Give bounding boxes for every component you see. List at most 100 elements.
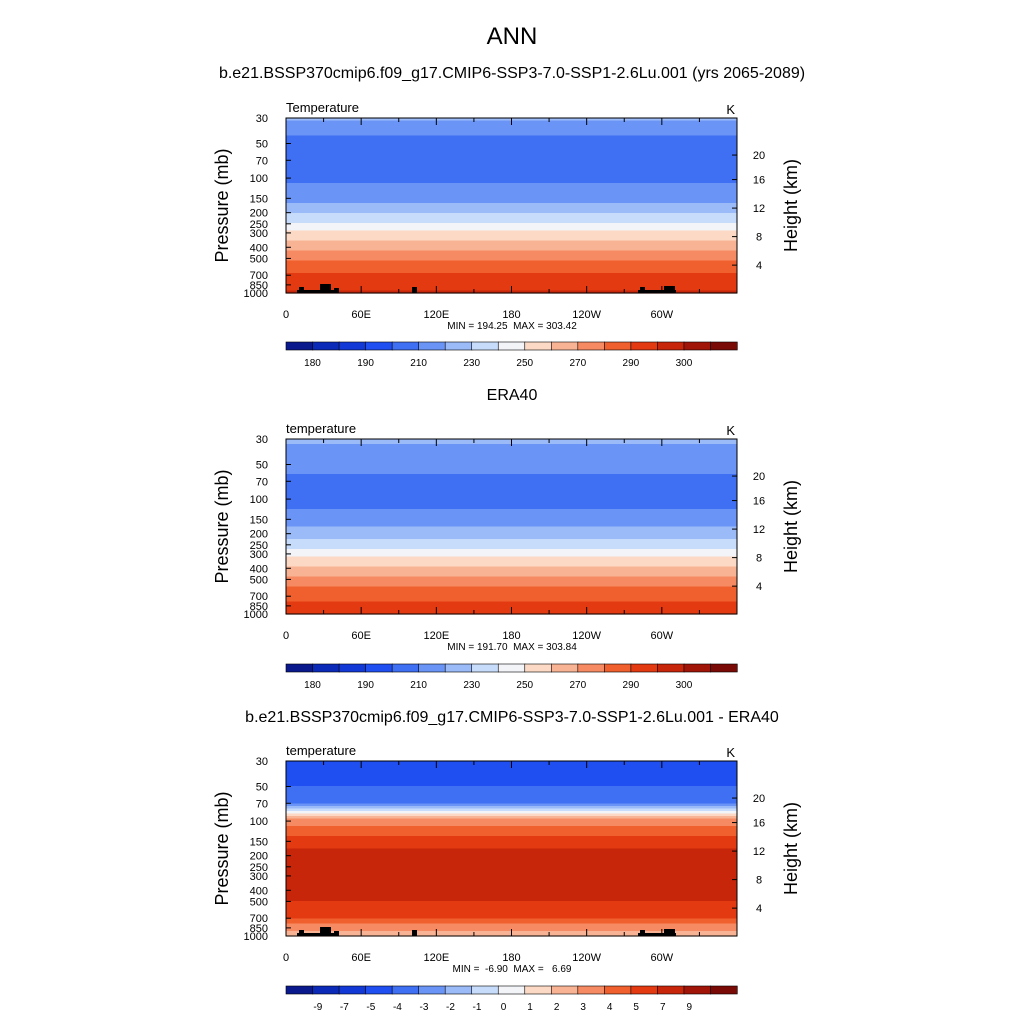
x-tick-label: 180 — [502, 309, 520, 321]
colorbar: -9 -7 -5 -4 -3 -2 -1 0 1 2 3 4 5 7 9 — [285, 985, 738, 1013]
variable-label: temperature — [286, 421, 356, 436]
y-tick-label: 150 — [250, 193, 268, 205]
contour-band — [286, 133, 737, 137]
colorbar-label: 230 — [463, 680, 480, 691]
contour-band — [286, 871, 737, 875]
colorbar-swatch — [683, 663, 712, 673]
contour-band — [286, 883, 737, 887]
y-axis-label: Pressure (mb) — [212, 469, 232, 583]
contour-band — [286, 504, 737, 508]
contour-band — [286, 135, 737, 139]
colorbar-label: 180 — [304, 358, 321, 369]
contour-band — [286, 491, 737, 495]
topography — [297, 284, 676, 293]
topography-block — [334, 288, 339, 293]
contour-band — [286, 173, 737, 177]
contour-band — [286, 893, 737, 897]
colorbar-swatch — [550, 341, 579, 351]
contour-band — [286, 544, 737, 548]
y2-axis-label: Height (km) — [781, 480, 801, 573]
y2-tick-label: 4 — [756, 260, 762, 272]
contour-band — [286, 926, 737, 930]
colorbar-label: 190 — [357, 680, 374, 691]
colorbar-label: -1 — [473, 1002, 482, 1013]
topography-block — [638, 290, 676, 293]
contour-band — [286, 581, 737, 585]
contour-band — [286, 866, 737, 870]
contour-band — [286, 218, 737, 222]
colorbar-swatch — [710, 341, 738, 351]
contour-band — [286, 564, 737, 568]
contour-band — [286, 223, 737, 227]
y-tick-label: 400 — [250, 885, 268, 897]
contour-band — [286, 576, 737, 580]
y-tick-label: 150 — [250, 514, 268, 526]
contour-band — [286, 813, 737, 817]
colorbar-swatch — [391, 341, 420, 351]
contour-band — [286, 496, 737, 500]
contour-band — [286, 913, 737, 917]
colorbar-label: 290 — [623, 680, 640, 691]
contour-band — [286, 275, 737, 279]
contour-fill — [286, 761, 737, 937]
y-tick-label: 100 — [250, 494, 268, 506]
colorbar-label: 250 — [516, 358, 533, 369]
contour-band — [286, 519, 737, 523]
colorbar: 180 190 210 230 250 270 290 300 — [285, 341, 738, 369]
contour-band — [286, 848, 737, 852]
contour-band — [286, 806, 737, 810]
colorbar-swatch — [524, 663, 552, 673]
topography-block — [297, 933, 337, 936]
y2-tick-label: 16 — [753, 175, 765, 187]
y-tick-label: 1000 — [244, 931, 268, 943]
topography-block — [640, 287, 645, 293]
topography-block — [299, 930, 304, 936]
contour-band — [286, 449, 737, 453]
contour-band — [286, 923, 737, 927]
topography — [297, 927, 676, 936]
contour-band — [286, 514, 737, 518]
contour-band — [286, 180, 737, 184]
colorbar-swatch — [683, 985, 712, 995]
contour-band — [286, 215, 737, 219]
contour-band — [286, 506, 737, 510]
colorbar-swatch — [285, 663, 314, 673]
colorbar-label: 1 — [527, 1002, 533, 1013]
colorbar-swatch — [710, 663, 738, 673]
contour-band — [286, 529, 737, 533]
y-tick-label: 200 — [250, 529, 268, 541]
contour-band — [286, 843, 737, 847]
y-tick-label: 150 — [250, 836, 268, 848]
contour-band — [286, 158, 737, 162]
contour-band — [286, 446, 737, 450]
contour-band — [286, 594, 737, 598]
contour-band — [286, 474, 737, 478]
colorbar-swatch — [418, 341, 446, 351]
contour-band — [286, 838, 737, 842]
contour-band — [286, 863, 737, 867]
contour-band — [286, 210, 737, 214]
contour-band — [286, 823, 737, 827]
y2-tick-label: 12 — [753, 524, 765, 536]
contour-band — [286, 454, 737, 458]
contour-band — [286, 145, 737, 149]
contour-band — [286, 183, 737, 187]
colorbar-label: 210 — [410, 358, 427, 369]
x-tick-label: 180 — [502, 630, 520, 642]
contour-band — [286, 599, 737, 603]
variable-label: Temperature — [286, 100, 359, 115]
topography-block — [334, 931, 339, 936]
contour-band — [286, 584, 737, 588]
x-tick-label: 120W — [572, 630, 601, 642]
contour-band — [286, 235, 737, 239]
contour-band — [286, 178, 737, 182]
y-tick-label: 250 — [250, 540, 268, 552]
contour-band — [286, 833, 737, 837]
y-tick-label: 70 — [256, 798, 268, 810]
chart-panel-3: b.e21.BSSP370cmip6.f09_g17.CMIP6-SSP3-7.… — [212, 709, 801, 1013]
contour-band — [286, 486, 737, 490]
contour-band — [286, 175, 737, 179]
contour-band — [286, 250, 737, 254]
contour-band — [286, 601, 737, 605]
